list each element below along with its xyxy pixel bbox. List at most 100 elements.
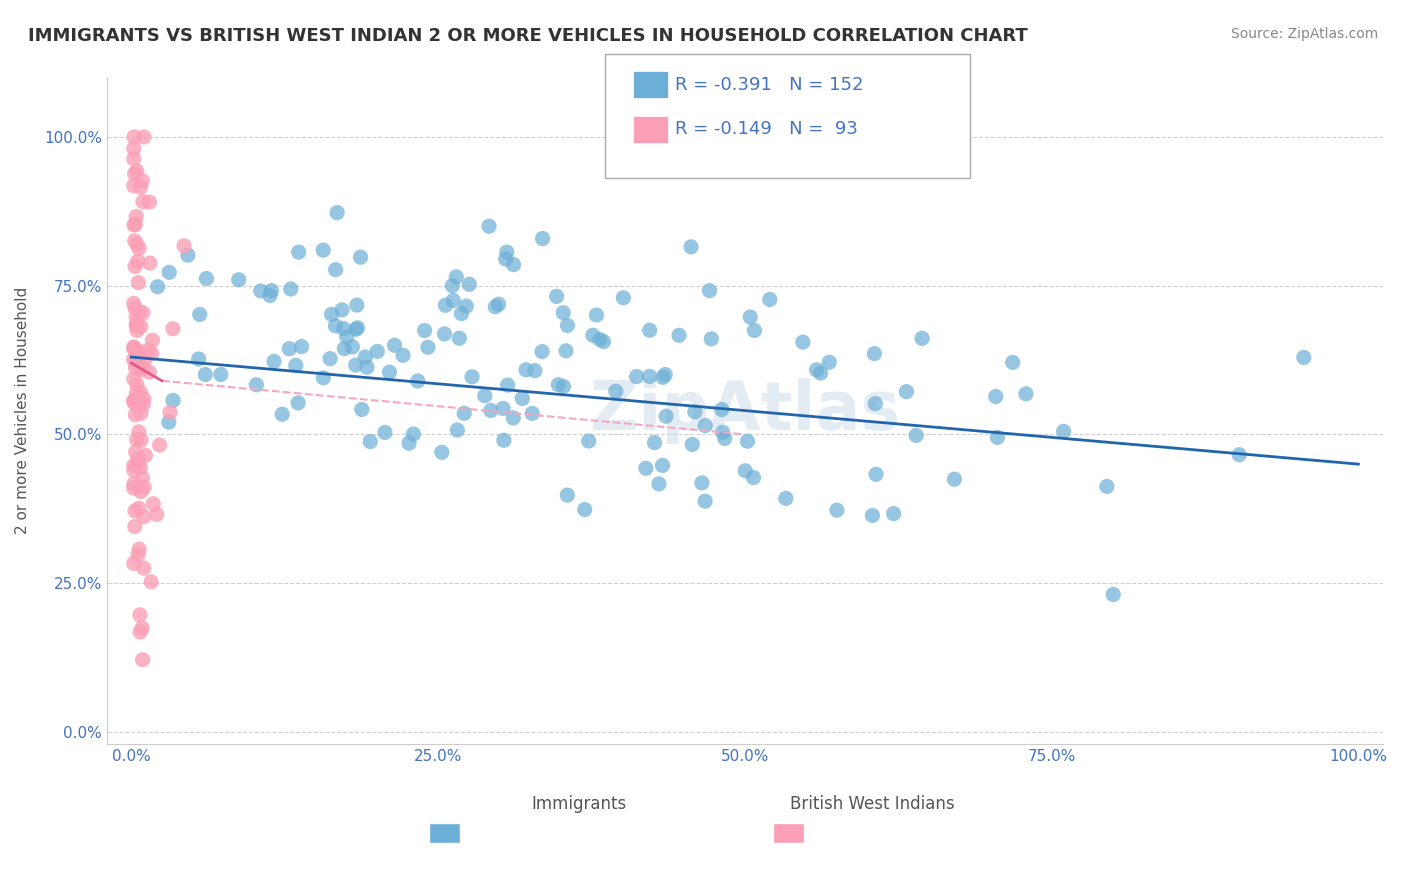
Immigrants <box>441 293 464 308</box>
British West Indians <box>125 318 148 333</box>
British West Indians <box>142 333 165 347</box>
Immigrants <box>354 350 377 364</box>
British West Indians <box>122 218 145 232</box>
British West Indians <box>138 343 160 357</box>
Immigrants <box>346 298 368 312</box>
Immigrants <box>693 494 716 508</box>
British West Indians <box>132 392 155 406</box>
Immigrants <box>737 434 759 449</box>
British West Indians <box>129 363 152 377</box>
Immigrants <box>146 279 169 293</box>
British West Indians <box>125 237 148 252</box>
British West Indians <box>122 372 145 386</box>
British West Indians <box>122 178 145 193</box>
Immigrants <box>1052 425 1074 439</box>
Immigrants <box>260 284 283 298</box>
Immigrants <box>818 355 841 369</box>
British West Indians <box>129 460 152 475</box>
Immigrants <box>605 384 627 399</box>
British West Indians <box>134 353 156 368</box>
Immigrants <box>453 406 475 420</box>
British West Indians <box>125 210 148 224</box>
Text: Source: ZipAtlas.com: Source: ZipAtlas.com <box>1230 27 1378 41</box>
British West Indians <box>162 322 184 336</box>
British West Indians <box>129 385 152 400</box>
Immigrants <box>713 431 735 445</box>
Immigrants <box>312 371 335 385</box>
Immigrants <box>384 338 406 352</box>
British West Indians <box>122 463 145 477</box>
Immigrants <box>574 502 596 516</box>
British West Indians <box>125 445 148 459</box>
Immigrants <box>344 322 367 336</box>
Immigrants <box>162 393 184 408</box>
British West Indians <box>122 481 145 495</box>
Immigrants <box>259 288 281 302</box>
British West Indians <box>141 346 163 360</box>
British West Indians <box>125 323 148 337</box>
Immigrants <box>433 326 456 341</box>
Immigrants <box>865 396 887 410</box>
British West Indians <box>129 484 152 499</box>
British West Indians <box>124 234 146 248</box>
Immigrants <box>228 273 250 287</box>
Immigrants <box>634 461 657 475</box>
Immigrants <box>346 321 368 335</box>
Immigrants <box>986 430 1008 444</box>
Text: R = -0.149   N =  93: R = -0.149 N = 93 <box>675 120 858 138</box>
British West Indians <box>127 276 149 290</box>
Immigrants <box>1015 387 1038 401</box>
Immigrants <box>402 427 425 442</box>
British West Indians <box>129 607 152 622</box>
British West Indians <box>129 406 152 420</box>
British West Indians <box>149 438 172 452</box>
Immigrants <box>699 284 721 298</box>
Immigrants <box>744 324 766 338</box>
British West Indians <box>125 433 148 447</box>
British West Indians <box>131 621 153 635</box>
Immigrants <box>177 248 200 262</box>
Immigrants <box>446 269 468 284</box>
Immigrants <box>332 321 354 335</box>
Immigrants <box>330 302 353 317</box>
British West Indians <box>125 164 148 178</box>
Immigrants <box>280 282 302 296</box>
British West Indians <box>124 408 146 422</box>
British West Indians <box>132 480 155 494</box>
Immigrants <box>492 434 515 448</box>
Immigrants <box>349 250 371 264</box>
British West Indians <box>127 254 149 268</box>
British West Indians <box>131 174 153 188</box>
Immigrants <box>589 333 612 347</box>
Text: R = -0.391   N = 152: R = -0.391 N = 152 <box>675 76 863 94</box>
British West Indians <box>122 152 145 166</box>
British West Indians <box>124 504 146 518</box>
Immigrants <box>333 342 356 356</box>
Immigrants <box>695 418 717 433</box>
Immigrants <box>683 405 706 419</box>
Immigrants <box>326 205 349 219</box>
Immigrants <box>321 307 343 321</box>
British West Indians <box>129 433 152 447</box>
Immigrants <box>157 265 180 279</box>
British West Indians <box>128 242 150 256</box>
Immigrants <box>740 310 762 324</box>
Immigrants <box>492 401 515 416</box>
British West Indians <box>128 425 150 439</box>
British West Indians <box>122 141 145 155</box>
Immigrants <box>984 390 1007 404</box>
Immigrants <box>531 344 554 359</box>
Immigrants <box>398 436 420 450</box>
Immigrants <box>775 491 797 506</box>
Immigrants <box>484 300 506 314</box>
British West Indians <box>122 393 145 408</box>
Immigrants <box>522 406 544 420</box>
British West Indians <box>122 557 145 571</box>
Immigrants <box>342 340 364 354</box>
Immigrants <box>557 318 579 333</box>
British West Indians <box>128 344 150 359</box>
British West Indians <box>125 316 148 330</box>
British West Indians <box>131 653 153 667</box>
Immigrants <box>284 359 307 373</box>
British West Indians <box>122 352 145 367</box>
